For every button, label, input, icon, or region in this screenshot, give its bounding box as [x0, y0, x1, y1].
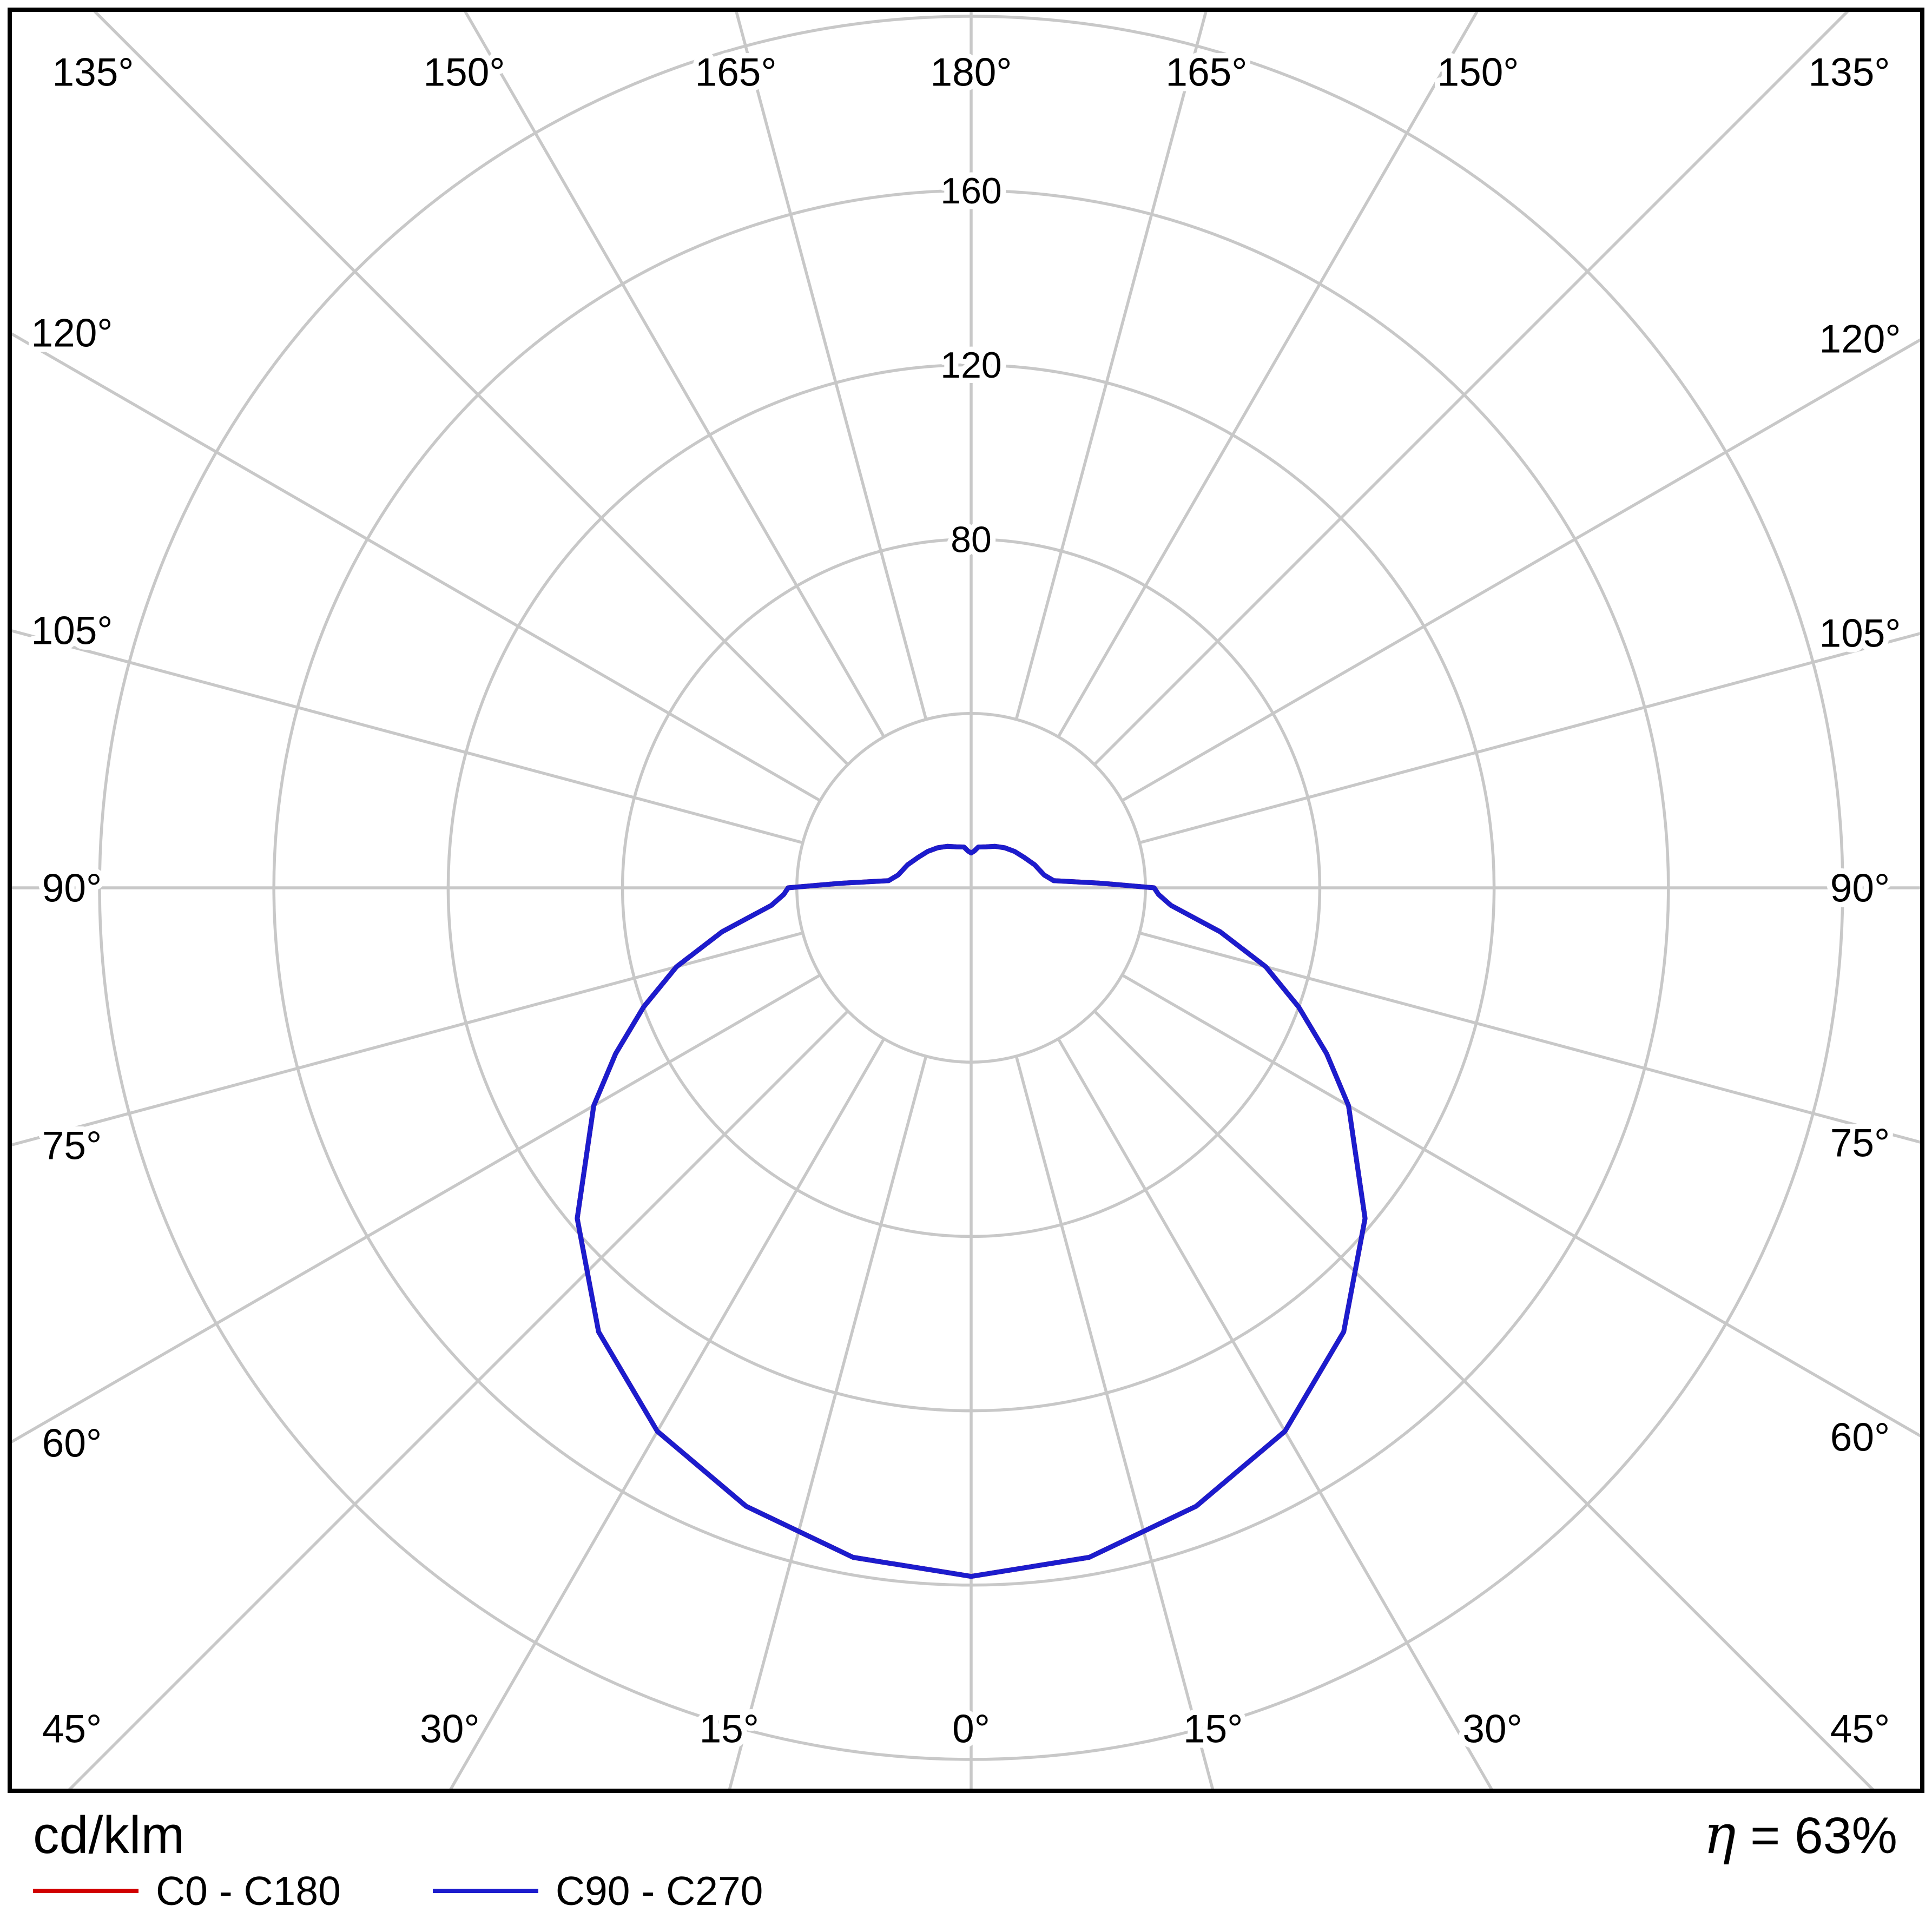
eta-symbol: η [1703, 1803, 1736, 1866]
unit-label: cd/klm [33, 1805, 185, 1864]
legend-item-c90-c270: C90 - C270 [432, 1868, 763, 1914]
angle-label-225: 135° [52, 51, 134, 95]
grid-spoke-45 [1093, 1010, 1875, 1792]
efficiency-value: = 63% [1736, 1807, 1897, 1864]
angle-label-210: 150° [424, 51, 505, 95]
grid-spoke-105 [1139, 631, 1923, 845]
angle-label-240: 120° [31, 312, 113, 355]
angle-label-270: 90° [42, 867, 102, 911]
angle-label-30: 30° [1462, 1707, 1522, 1751]
angle-label-60: 60° [1830, 1416, 1890, 1460]
angle-label-45: 45° [1830, 1707, 1890, 1751]
angle-label-315: 45° [42, 1707, 102, 1751]
axis-labels: 0° 15° 30° 45° 60° 75° 90° 105° 120° 135° 150° 165°… [26, 45, 1907, 1757]
grid-spoke-345 [728, 1056, 928, 1791]
curve-c90-c270 [575, 843, 1368, 1579]
angle-label-300: 60° [42, 1422, 102, 1466]
legend-swatch-c0-c180 [33, 1889, 139, 1893]
angle-label-150: 150° [1438, 51, 1519, 95]
legend-label-c90-c270: C90 - C270 [555, 1868, 763, 1914]
polar-grid-spokes [9, 9, 1923, 1792]
angle-label-0: 0° [952, 1707, 990, 1751]
chart-footer: cd/klm η = 63% [33, 1803, 1897, 1866]
grid-spoke-75 [1139, 931, 1923, 1144]
grid-spoke-240 [9, 331, 821, 802]
angle-label-285: 75° [42, 1124, 102, 1168]
grid-spoke-195 [734, 9, 928, 720]
angle-label-135: 135° [1809, 51, 1890, 95]
angle-label-255: 105° [31, 609, 113, 652]
chart-legend: C0 - C180 C90 - C270 [33, 1868, 763, 1914]
angle-label-75: 75° [1830, 1122, 1890, 1165]
chart-border [8, 8, 1924, 1793]
efficiency-label: η = 63% [1704, 1803, 1897, 1866]
angle-label-90: 90° [1830, 867, 1890, 911]
legend-swatch-c90-c270 [432, 1889, 538, 1893]
angle-label-165: 165° [1165, 51, 1247, 95]
grid-spoke-330 [449, 1038, 886, 1792]
grid-spoke-255 [9, 629, 803, 845]
grid-spoke-225 [92, 9, 849, 766]
angle-label-345: 15° [700, 1707, 759, 1751]
grid-spoke-60 [1121, 973, 1923, 1439]
ring-label-80: 80 [951, 519, 992, 560]
grid-spoke-210 [463, 9, 886, 738]
angle-label-120: 120° [1819, 318, 1901, 361]
grid-spoke-120 [1121, 337, 1923, 802]
grid-spoke-135 [1093, 9, 1850, 766]
grid-spoke-285 [9, 931, 803, 1147]
ring-label-160: 160 [940, 170, 1001, 212]
grid-spoke-315 [67, 1010, 849, 1792]
grid-spoke-300 [9, 973, 821, 1445]
angle-label-330: 30° [420, 1707, 479, 1751]
angle-label-180: 180° [931, 51, 1012, 95]
angle-label-195: 165° [695, 51, 777, 95]
grid-spoke-165 [1014, 9, 1208, 720]
angle-label-15: 15° [1183, 1707, 1243, 1751]
distribution-curves [575, 843, 1368, 1579]
legend-item-c0-c180: C0 - C180 [33, 1868, 341, 1914]
angle-label-105: 105° [1819, 612, 1901, 656]
legend-label-c0-c180: C0 - C180 [156, 1868, 341, 1914]
grid-spoke-150 [1057, 9, 1480, 738]
grid-spoke-15 [1014, 1056, 1215, 1791]
grid-spoke-30 [1057, 1038, 1494, 1792]
ring-label-120: 120 [940, 345, 1001, 386]
